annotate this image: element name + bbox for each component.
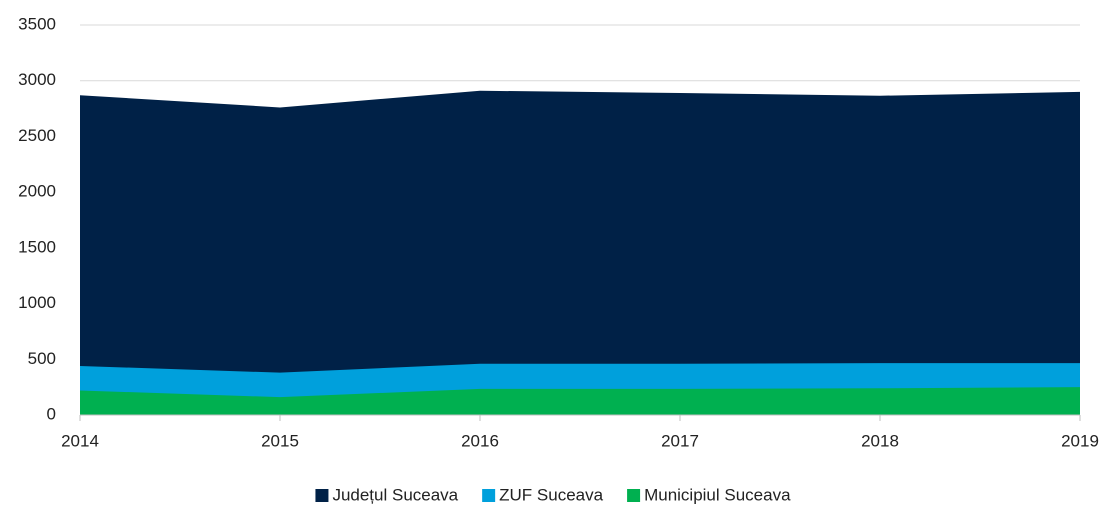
y-tick-label: 3500 xyxy=(18,14,56,33)
y-tick-label: 1000 xyxy=(18,293,56,312)
legend-swatch xyxy=(627,489,641,502)
area xyxy=(80,387,1080,415)
x-tick-label: 2017 xyxy=(661,431,699,450)
area xyxy=(80,90,1080,415)
y-tick-label: 0 xyxy=(47,404,56,423)
y-tick-label: 1500 xyxy=(18,237,56,256)
y-tick-label: 500 xyxy=(28,349,56,368)
y-tick-label: 2500 xyxy=(18,126,56,145)
legend-swatch xyxy=(315,489,329,502)
y-tick-label: 3000 xyxy=(18,70,56,89)
legend-label: ZUF Suceava xyxy=(499,485,603,504)
x-tick-label: 2015 xyxy=(261,431,299,450)
legend-swatch xyxy=(482,489,496,502)
x-tick-label: 2019 xyxy=(1061,431,1099,450)
legend-label: Județul Suceava xyxy=(332,485,458,504)
x-tick-label: 2016 xyxy=(461,431,499,450)
y-tick-label: 2000 xyxy=(18,182,56,201)
x-tick-label: 2018 xyxy=(861,431,899,450)
x-tick-label: 2014 xyxy=(61,431,99,450)
legend-label: Municipiul Suceava xyxy=(644,485,791,504)
